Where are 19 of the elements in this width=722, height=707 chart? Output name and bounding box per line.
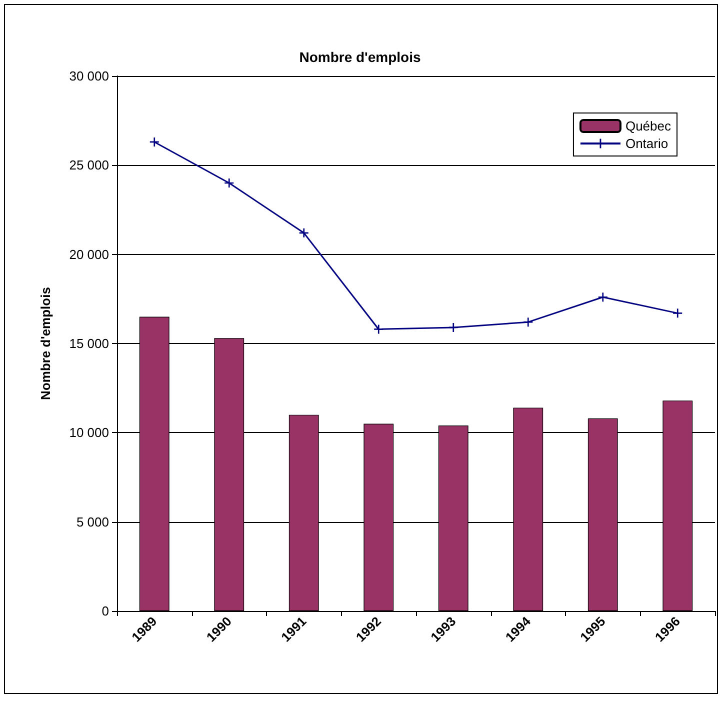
y-tick-label: 10 000 (69, 425, 109, 440)
point (524, 318, 533, 327)
y-tick-label: 20 000 (69, 246, 109, 262)
y-tick-label: 5 000 (76, 514, 109, 530)
point (598, 292, 608, 302)
chart-title: Nombre d'emplois (299, 49, 421, 65)
point (299, 228, 308, 238)
point (224, 178, 234, 188)
y-tick-label: 25 000 (69, 158, 109, 173)
point (374, 324, 384, 334)
y-tick-label: 30 000 (69, 68, 109, 84)
y-axis-title: Nombre d'emplois (38, 287, 53, 400)
y-tick-label: 0 (102, 604, 109, 618)
legend-label: Ontario (625, 136, 668, 151)
point (448, 322, 458, 332)
point (673, 308, 682, 318)
legend-label: Québec (625, 118, 672, 134)
y-tick-label: 15 000 (69, 336, 109, 351)
point (150, 137, 159, 146)
